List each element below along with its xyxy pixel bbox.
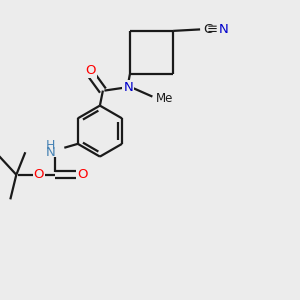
Text: N: N — [124, 81, 133, 94]
Text: O: O — [34, 168, 44, 181]
Text: Me: Me — [155, 92, 173, 105]
Text: N: N — [46, 146, 55, 159]
Text: O: O — [86, 64, 96, 77]
Text: H: H — [46, 140, 55, 152]
Text: ≡: ≡ — [206, 23, 218, 36]
Text: O: O — [77, 168, 88, 181]
Text: C: C — [203, 23, 212, 36]
Text: N: N — [219, 23, 229, 36]
